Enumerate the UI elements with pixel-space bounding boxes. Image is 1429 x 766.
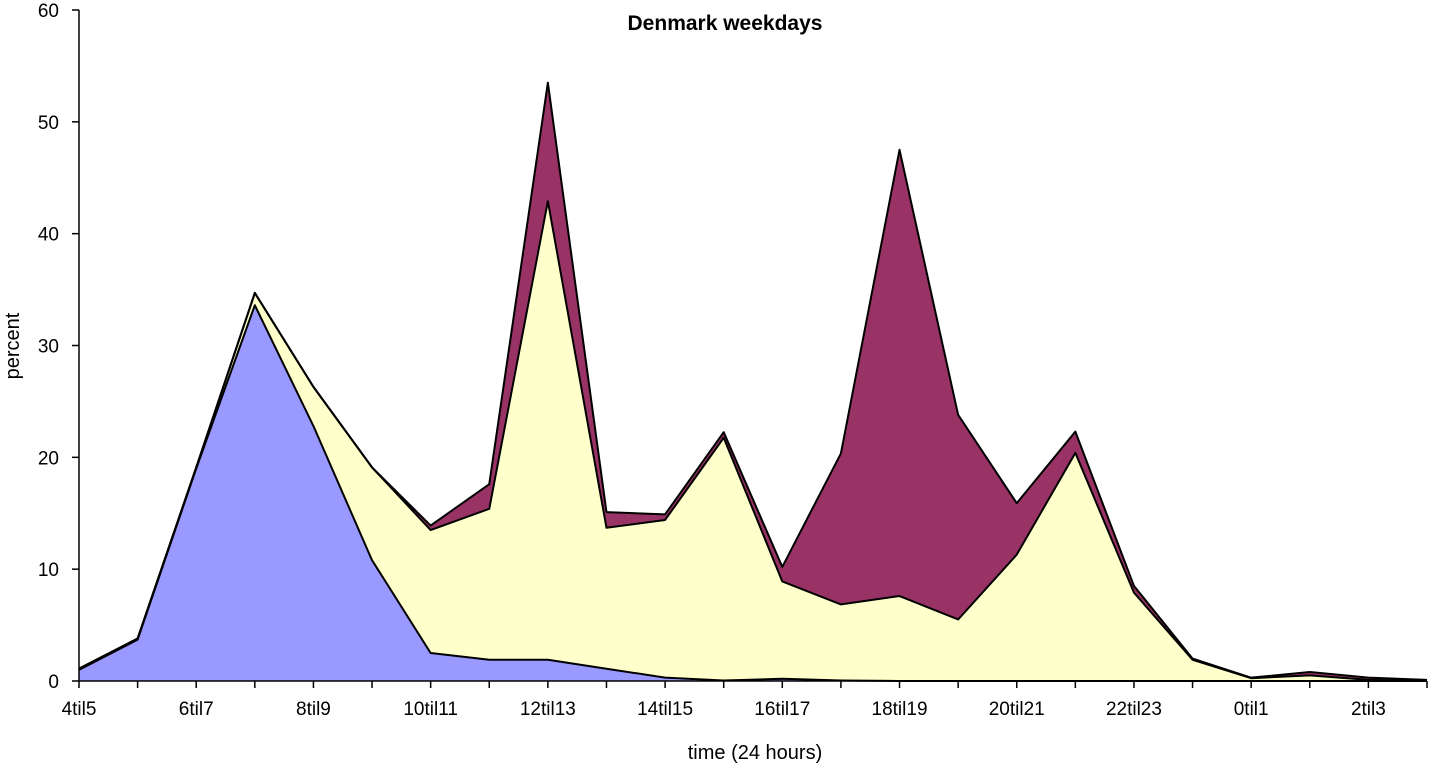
x-tick-label: 6til7 <box>179 699 214 720</box>
x-tick-label: 2til3 <box>1351 699 1386 720</box>
y-tick-label: 20 <box>38 448 59 469</box>
x-tick-label: 16til17 <box>754 699 810 720</box>
x-tick-label: 8til9 <box>296 699 331 720</box>
x-tick-label: 22til23 <box>1106 699 1162 720</box>
y-tick-label: 0 <box>48 672 59 693</box>
y-tick-label: 60 <box>38 1 59 22</box>
x-tick-label: 10til11 <box>403 699 458 720</box>
y-tick-label: 50 <box>38 113 59 134</box>
y-tick-label: 30 <box>38 337 59 358</box>
y-tick-label: 40 <box>38 225 59 246</box>
x-axis-ticks: 4til5 6til7 8til9 10til11 12til13 14til15 16ti… <box>62 681 1428 720</box>
x-tick-label: 4til5 <box>62 699 97 720</box>
x-tick-label: 12til13 <box>520 699 576 720</box>
series-areas <box>78 81 1428 682</box>
x-axis-label: time (24 hours) <box>688 742 823 764</box>
y-tick-label: 10 <box>38 560 59 581</box>
chart-title: Denmark weekdays <box>628 12 823 35</box>
y-axis-label: percent <box>2 312 24 379</box>
x-tick-label: 20til21 <box>989 699 1045 720</box>
x-tick-label: 14til15 <box>637 699 693 720</box>
x-tick-label: 0til1 <box>1234 699 1269 720</box>
y-axis-ticks: 0 10 20 30 40 50 60 <box>38 1 79 693</box>
series-area-2 <box>79 201 1427 682</box>
series-area-1 <box>79 305 1427 681</box>
x-tick-label: 18til19 <box>872 699 928 720</box>
series-line-3 <box>78 81 1428 681</box>
